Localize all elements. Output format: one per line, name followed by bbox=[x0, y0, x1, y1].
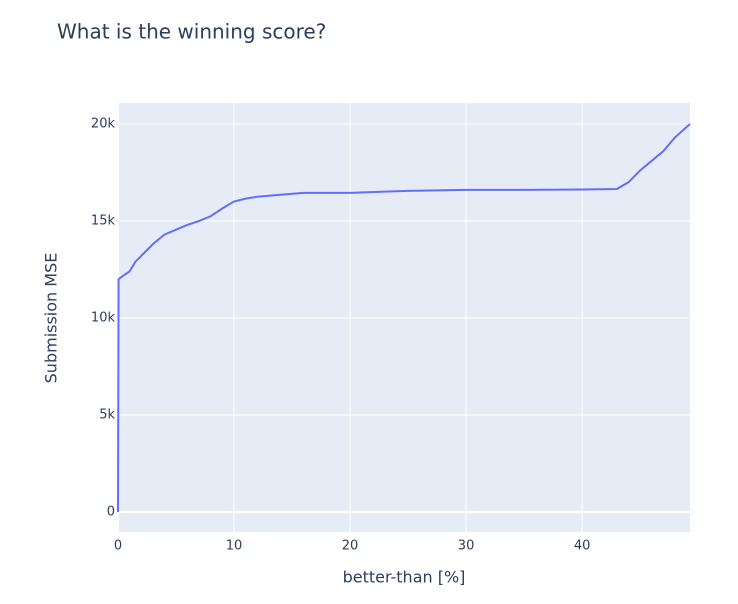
chart-title: What is the winning score? bbox=[57, 20, 326, 44]
y-tick-label: 15k bbox=[91, 213, 116, 228]
y-tick-label: 0 bbox=[107, 505, 115, 520]
x-tick-label: 20 bbox=[342, 539, 359, 554]
x-axis-label: better-than [%] bbox=[343, 568, 466, 587]
y-tick-label: 5k bbox=[99, 408, 115, 423]
y-axis-label: Submission MSE bbox=[42, 253, 61, 384]
y-tick-label: 20k bbox=[91, 116, 116, 131]
x-tick-label: 30 bbox=[458, 539, 475, 554]
x-tick-label: 10 bbox=[226, 539, 243, 554]
data-line bbox=[117, 123, 691, 513]
x-tick-label: 0 bbox=[114, 539, 122, 554]
x-tick-label: 40 bbox=[574, 539, 591, 554]
y-tick-label: 10k bbox=[91, 310, 116, 325]
